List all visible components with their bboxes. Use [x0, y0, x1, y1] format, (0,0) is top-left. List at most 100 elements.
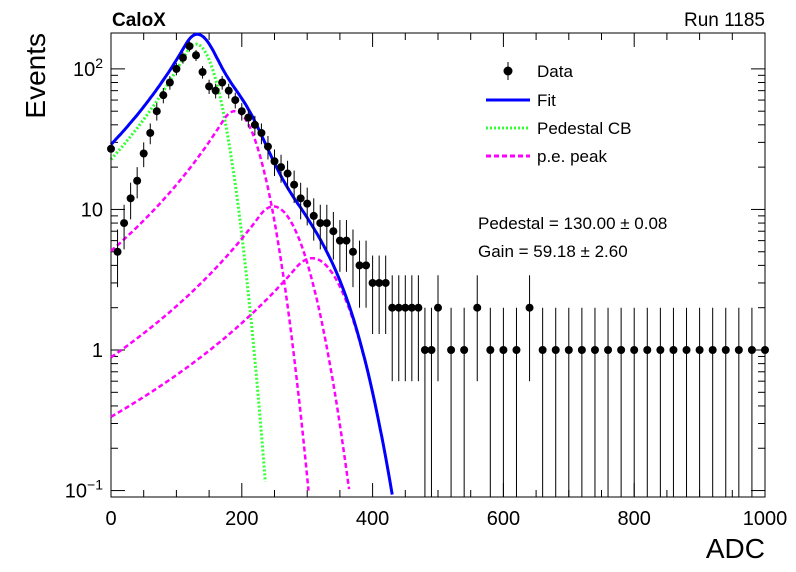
x-tick-label: 1000: [743, 508, 788, 530]
experiment-label: CaloX: [112, 10, 166, 31]
data-point: [414, 275, 423, 382]
data-point: [257, 123, 266, 145]
data-point: [244, 109, 253, 128]
data-point: [277, 154, 286, 183]
data-point: [224, 83, 233, 99]
data-marker: [420, 346, 429, 355]
data-marker: [564, 346, 573, 355]
data-point: [159, 88, 168, 104]
legend-label-fit: Fit: [537, 91, 556, 110]
data-point: [617, 307, 626, 497]
data-point: [761, 307, 769, 497]
data-marker: [368, 278, 377, 287]
data-marker: [414, 303, 423, 312]
y-tick-label: 10−1: [65, 477, 103, 503]
data-point: [290, 170, 299, 204]
data-marker: [381, 278, 390, 287]
data-marker: [159, 91, 168, 100]
data-point: [211, 83, 220, 99]
data-point: [296, 182, 305, 220]
data-point: [172, 63, 181, 76]
data-point: [133, 167, 142, 199]
data-marker: [682, 346, 691, 355]
data-point: [747, 307, 756, 497]
data-marker: [126, 194, 135, 203]
data-marker: [185, 42, 194, 51]
data-marker: [747, 346, 756, 355]
data-marker: [120, 219, 129, 228]
x-tick-label: 800: [618, 508, 651, 530]
y-axis-title: Events: [20, 33, 51, 119]
data-point: [499, 307, 508, 497]
pedestal-cb-curve: [109, 42, 267, 482]
data-marker: [525, 303, 534, 312]
x-tick-label: 200: [225, 508, 258, 530]
data-point: [329, 211, 338, 260]
data-point: [231, 92, 240, 109]
pedestal-annotation: Pedestal = 130.00 ± 0.08: [478, 214, 667, 233]
data-point: [381, 255, 390, 334]
data-marker: [355, 261, 364, 270]
data-point: [682, 307, 691, 497]
data-point: [342, 220, 351, 272]
data-point: [283, 160, 292, 190]
data-marker: [224, 86, 233, 95]
data-marker: [113, 247, 122, 256]
data-marker: [270, 157, 279, 166]
data-point: [205, 79, 214, 94]
data-point: [708, 307, 717, 497]
data-marker: [316, 219, 325, 228]
legend-entry-pe: p.e. peak: [486, 147, 607, 166]
data-point: [564, 307, 573, 497]
data-marker: [721, 346, 730, 355]
data-point: [388, 275, 397, 382]
fit-curves: [109, 32, 394, 495]
data-marker: [617, 346, 626, 355]
data-marker: [486, 346, 495, 355]
data-point: [263, 136, 272, 160]
data-point: [120, 204, 129, 250]
data-marker: [237, 107, 246, 116]
data-points: [107, 41, 769, 497]
data-marker: [695, 346, 704, 355]
legend-label-data: Data: [537, 62, 573, 81]
data-point: [198, 66, 207, 79]
data-point: [669, 307, 678, 497]
data-point: [434, 275, 442, 382]
data-point: [348, 229, 357, 288]
data-marker: [512, 346, 521, 355]
data-marker: [473, 303, 482, 312]
gain-annotation: Gain = 59.18 ± 2.60: [478, 242, 628, 261]
data-point: [126, 182, 135, 220]
data-point: [139, 142, 148, 168]
data-point: [643, 307, 652, 497]
data-marker: [303, 199, 312, 208]
y-tick-label: 1: [92, 340, 103, 362]
pe-peak-curve-1: [110, 109, 310, 491]
data-point: [250, 115, 259, 136]
data-point: [303, 187, 312, 226]
run-label: Run 1185: [684, 10, 765, 31]
data-marker: [309, 211, 318, 220]
axis-tick-labels: 0 200 400 600 800 1000 10−1 1 10 102: [65, 55, 787, 530]
data-point: [322, 204, 331, 250]
data-marker: [250, 120, 259, 129]
data-point: [335, 220, 344, 272]
data-marker: [244, 113, 253, 122]
x-tick-label: 600: [487, 508, 520, 530]
y-tick-label: 10: [81, 199, 103, 221]
data-marker: [211, 86, 220, 95]
data-marker: [205, 82, 214, 91]
data-point: [473, 275, 482, 382]
data-marker: [434, 303, 442, 312]
data-marker: [447, 346, 456, 355]
data-marker: [133, 176, 142, 185]
data-marker: [761, 346, 769, 355]
data-point: [401, 275, 410, 382]
data-point: [185, 41, 194, 52]
data-point: [695, 307, 704, 497]
data-point: [394, 275, 403, 382]
data-marker: [551, 346, 560, 355]
data-point: [165, 76, 174, 90]
